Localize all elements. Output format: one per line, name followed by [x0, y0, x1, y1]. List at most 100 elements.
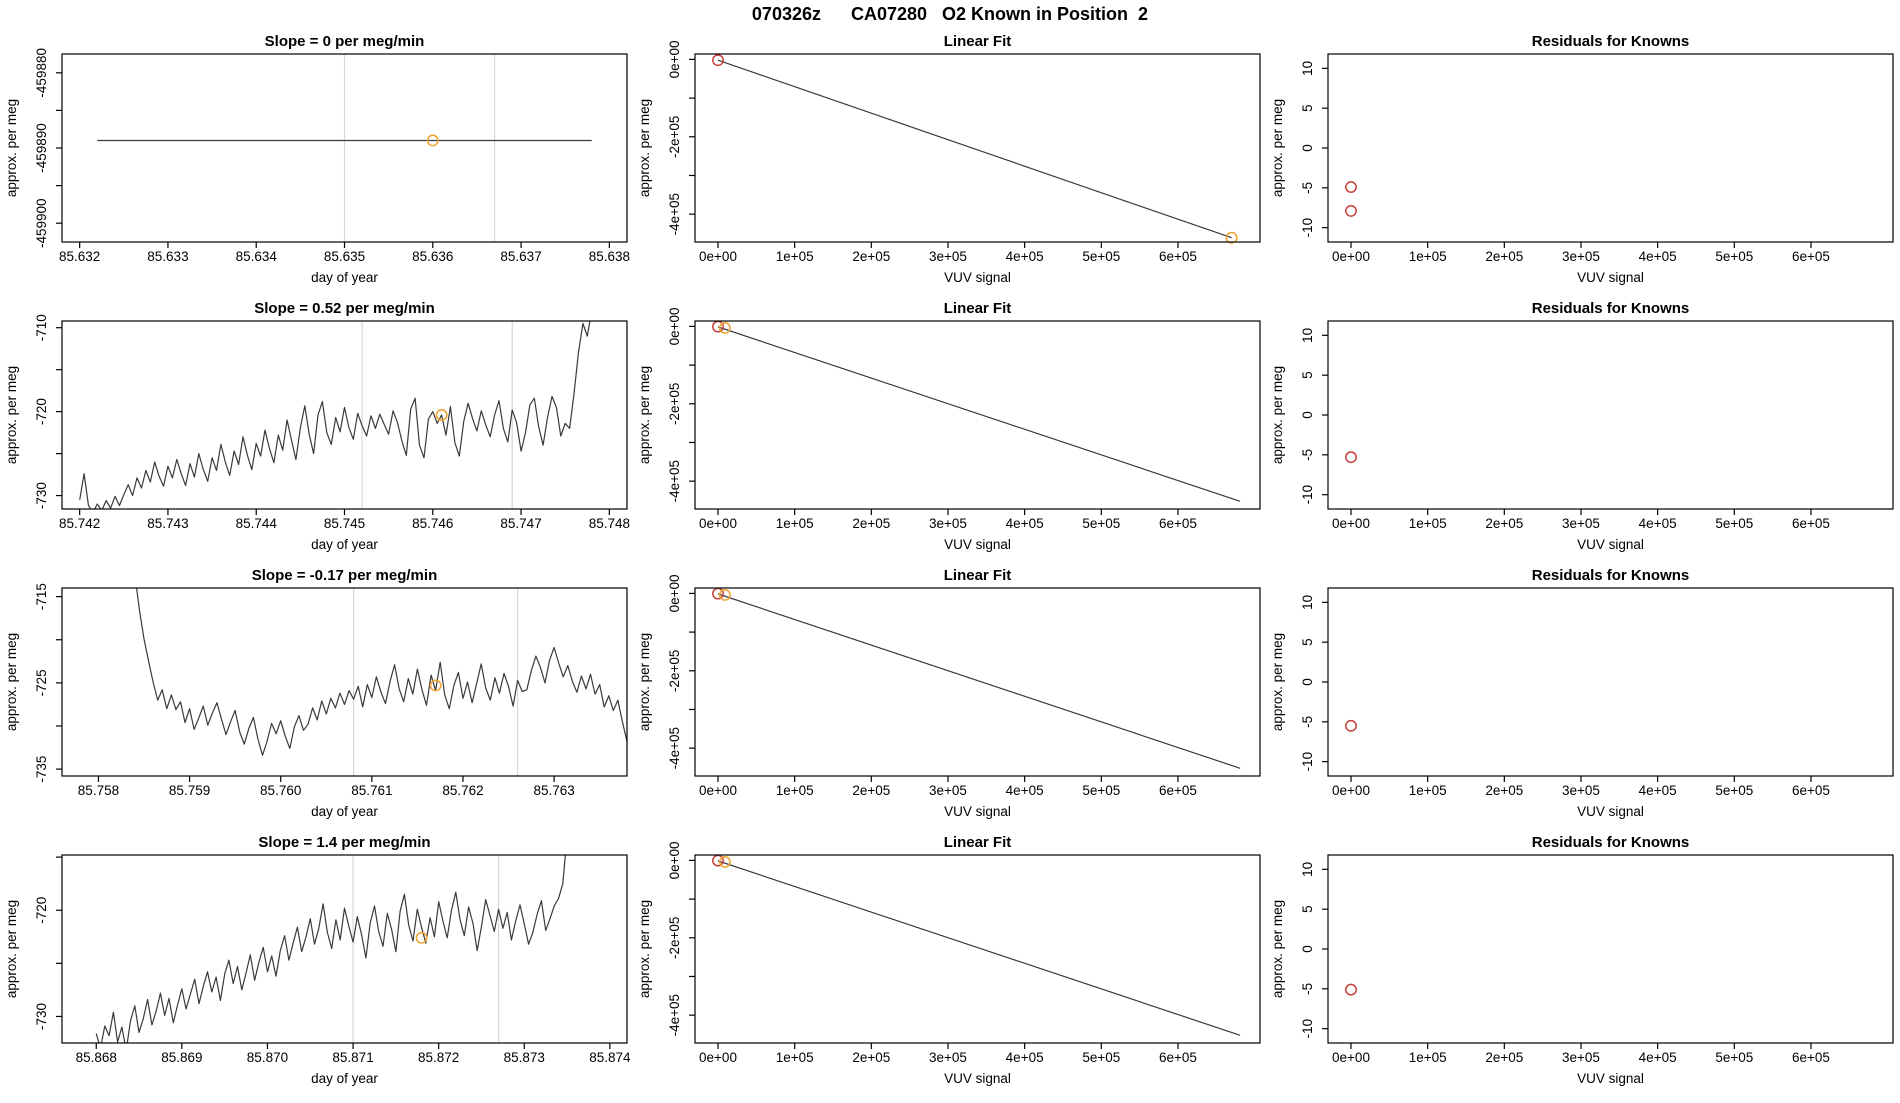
y-tick-label: -715 — [34, 583, 49, 610]
x-tick-label: 0e+00 — [1332, 516, 1370, 531]
y-tick-label: -5 — [1300, 983, 1315, 995]
data-point-red — [1345, 181, 1357, 193]
residuals-chart: 0e+00 1e+05 2e+05 3e+05 4e+05 5e+05 6e+05 10 5 0 -… — [1270, 300, 1894, 552]
y-tick-label: -730 — [34, 482, 49, 509]
panel-slope-row1: 85.632 85.633 85.634 85.635 85.636 85.637 85.6… — [0, 30, 633, 297]
y-axis-label: approx. per meg — [1270, 900, 1285, 998]
x-tick-label: 0e+00 — [699, 516, 737, 531]
y-tick-label: -720 — [34, 398, 49, 425]
x-tick-label: 4e+05 — [1006, 1050, 1044, 1065]
plot-box — [694, 854, 1261, 1044]
data-series-line — [135, 588, 627, 756]
timeseries-chart: 85.868 85.869 85.870 85.871 85.872 85.873 85.8… — [4, 834, 631, 1086]
y-tick-label: -5 — [1300, 449, 1315, 461]
panel-title: Residuals for Knowns — [1532, 300, 1690, 317]
panel-title: Slope = 0.52 per meg/min — [254, 300, 434, 317]
x-tick-label: 4e+05 — [1639, 1050, 1677, 1065]
y-tick-label: -735 — [34, 756, 49, 783]
page-title: 070326z CA07280 O2 Known in Position 2 — [751, 4, 1149, 24]
x-tick-label: 3e+05 — [929, 516, 967, 531]
data-point-red — [712, 320, 724, 333]
y-tick-label: 0e+00 — [667, 40, 682, 78]
x-tick-label: 5e+05 — [1715, 249, 1753, 264]
x-tick-label: 4e+05 — [1639, 249, 1677, 264]
panel-title: Linear Fit — [944, 567, 1012, 584]
panel-title: Slope = -0.17 per meg/min — [252, 567, 437, 584]
data-series-line — [79, 321, 591, 509]
x-tick-label: 2e+05 — [852, 783, 890, 798]
x-tick-label: 85.763 — [533, 783, 574, 798]
data-point-red — [1345, 983, 1357, 996]
plot-box — [694, 587, 1261, 777]
x-tick-label: 85.746 — [412, 516, 453, 531]
x-axis-label: day of year — [311, 804, 378, 819]
x-tick-label: 85.747 — [500, 516, 541, 531]
y-axis-label: approx. per meg — [637, 900, 652, 998]
fit-line — [717, 860, 1241, 1036]
plot-box — [694, 53, 1261, 243]
x-tick-label: 3e+05 — [1562, 783, 1600, 798]
y-tick-label: 10 — [1300, 862, 1315, 877]
y-tick-label: -10 — [1300, 485, 1315, 505]
y-tick-label: 10 — [1300, 61, 1315, 76]
x-tick-label: 85.743 — [147, 516, 188, 531]
y-tick-label: -459890 — [34, 123, 49, 173]
timeseries-chart: 85.632 85.633 85.634 85.635 85.636 85.637 85.6… — [4, 33, 630, 285]
panel-linear-fit-row1: 0e+00 1e+05 2e+05 3e+05 4e+05 5e+05 6e+05 0e+00… — [633, 30, 1266, 297]
x-tick-label: 0e+00 — [699, 249, 737, 264]
x-tick-label: 5e+05 — [1715, 516, 1753, 531]
data-point-red — [1345, 204, 1357, 217]
y-tick-label: -10 — [1300, 1019, 1315, 1039]
x-tick-label: 0e+00 — [1332, 1050, 1370, 1065]
x-tick-label: 0e+00 — [1332, 249, 1370, 264]
x-tick-label: 0e+00 — [699, 1050, 737, 1065]
x-tick-label: 5e+05 — [1082, 249, 1120, 264]
data-point-red — [712, 54, 724, 67]
data-point-orange — [429, 679, 442, 692]
x-tick-label: 3e+05 — [929, 249, 967, 264]
plot-box — [1327, 587, 1894, 777]
linear-fit-chart: 0e+00 1e+05 2e+05 3e+05 4e+05 5e+05 6e+05 0e+00… — [637, 300, 1261, 552]
y-tick-label: -4e+05 — [667, 460, 682, 502]
x-tick-label: 85.762 — [442, 783, 483, 798]
linear-fit-chart: 0e+00 1e+05 2e+05 3e+05 4e+05 5e+05 6e+05 0e+00… — [637, 567, 1261, 819]
panel-linear-fit-row3: 0e+00 1e+05 2e+05 3e+05 4e+05 5e+05 6e+05 0e+00… — [633, 564, 1266, 831]
timeseries-chart: 85.758 85.759 85.760 85.761 85.762 85.763 -715… — [4, 567, 628, 819]
y-tick-label: -459880 — [34, 48, 49, 98]
plot-box — [1327, 320, 1894, 510]
x-tick-label: 85.758 — [78, 783, 119, 798]
x-tick-label: 5e+05 — [1082, 516, 1120, 531]
x-tick-label: 85.634 — [236, 249, 278, 264]
y-tick-label: -730 — [34, 1003, 49, 1030]
y-tick-label: 5 — [1300, 905, 1315, 913]
x-tick-label: 85.637 — [500, 249, 541, 264]
data-point-orange — [718, 589, 731, 601]
panel-title: Residuals for Knowns — [1532, 834, 1690, 851]
x-tick-label: 85.633 — [147, 249, 188, 264]
panel-residuals-row1: 0e+00 1e+05 2e+05 3e+05 4e+05 5e+05 6e+05 10 5 0 -… — [1266, 30, 1899, 297]
y-tick-label: -5 — [1300, 182, 1315, 194]
x-tick-label: 85.870 — [247, 1050, 288, 1065]
x-tick-label: 2e+05 — [852, 249, 890, 264]
x-tick-label: 85.871 — [332, 1050, 373, 1065]
panel-linear-fit-row4: 0e+00 1e+05 2e+05 3e+05 4e+05 5e+05 6e+05 0e+00… — [633, 831, 1266, 1098]
y-axis-label: approx. per meg — [637, 633, 652, 731]
data-point-orange — [415, 931, 428, 944]
x-tick-label: 85.742 — [59, 516, 100, 531]
y-axis-label: approx. per meg — [637, 366, 652, 464]
y-tick-label: -720 — [34, 897, 49, 924]
data-point-orange — [718, 322, 731, 334]
x-tick-label: 1e+05 — [776, 783, 814, 798]
x-tick-label: 4e+05 — [1006, 516, 1044, 531]
panel-title: Slope = 0 per meg/min — [265, 33, 425, 50]
y-tick-label: 0 — [1300, 411, 1315, 419]
x-tick-label: 5e+05 — [1082, 1050, 1120, 1065]
x-tick-label: 2e+05 — [852, 516, 890, 531]
y-axis-label: approx. per meg — [637, 99, 652, 197]
x-tick-label: 1e+05 — [1409, 516, 1447, 531]
data-point-orange — [1225, 231, 1238, 244]
x-tick-label: 4e+05 — [1006, 783, 1044, 798]
x-tick-label: 6e+05 — [1792, 516, 1830, 531]
data-point-orange — [426, 134, 439, 147]
x-tick-label: 3e+05 — [929, 1050, 967, 1065]
